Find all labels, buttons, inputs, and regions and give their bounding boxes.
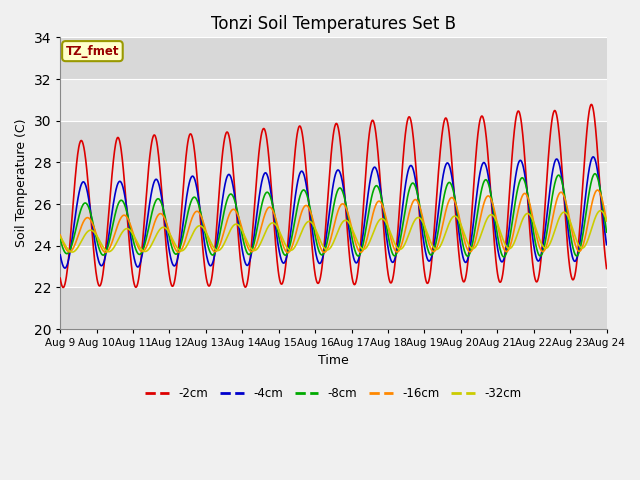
Y-axis label: Soil Temperature (C): Soil Temperature (C) [15,119,28,247]
Title: Tonzi Soil Temperatures Set B: Tonzi Soil Temperatures Set B [211,15,456,33]
Bar [60,120,607,162]
Text: TZ_fmet: TZ_fmet [66,45,119,58]
X-axis label: Time: Time [318,354,349,367]
Bar [60,246,607,288]
Bar [60,288,607,329]
Legend: -2cm, -4cm, -8cm, -16cm, -32cm: -2cm, -4cm, -8cm, -16cm, -32cm [141,383,526,405]
Bar [60,79,607,120]
Bar [60,37,607,79]
Bar [60,162,607,204]
Bar [60,204,607,246]
